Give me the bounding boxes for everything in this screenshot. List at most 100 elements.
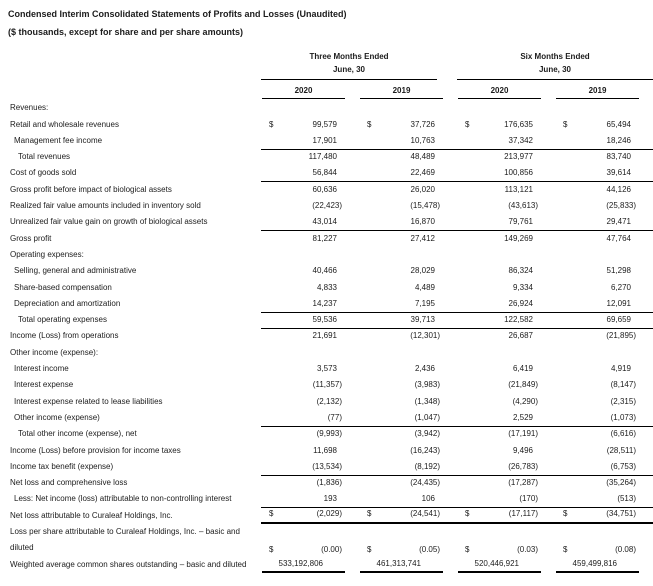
table-row: Total operating expenses 59,536 39,713 122,…	[0, 311, 653, 328]
currency-symbol: $	[367, 508, 372, 518]
cell-value: (1,836)	[316, 478, 342, 488]
value-cell: $ (0.03)	[457, 524, 555, 559]
value-cell: (1,073)	[555, 410, 653, 426]
value-cell: (6,616)	[555, 425, 653, 442]
row-label: Operating expenses:	[10, 249, 84, 259]
value-cell: $ (0.00)	[261, 524, 359, 559]
currency-symbol: $	[367, 119, 372, 129]
value-cell: 4,833	[261, 279, 359, 295]
value-cell	[261, 247, 359, 263]
table-body: Revenues: Retail and wholesale revenues $9…	[0, 100, 653, 573]
cell-value: 11,698	[313, 445, 337, 455]
currency-symbol: $	[465, 545, 470, 555]
row-label: Unrealized fair value gain on growth of …	[10, 217, 208, 227]
value-cell: (25,833)	[555, 198, 653, 214]
value-cell: (77)	[261, 410, 359, 426]
value-cell: 520,446,921	[457, 556, 555, 573]
value-cell	[555, 344, 653, 360]
cell-value: 2,529	[512, 412, 533, 422]
value-cell	[457, 344, 555, 360]
value-cell: (6,753)	[555, 459, 653, 475]
cell-value: (170)	[519, 494, 538, 504]
value-cell: (8,192)	[359, 459, 457, 475]
currency-symbol: $	[563, 119, 568, 129]
row-label: Total revenues	[18, 152, 71, 162]
cell-value: 21,691	[312, 331, 337, 341]
value-cell: (15,478)	[359, 198, 457, 214]
cell-value: 9,334	[512, 282, 533, 292]
value-cell: (17,191)	[457, 425, 555, 442]
col-group-subtitle: June, 30	[332, 65, 365, 74]
cell-value: (34,751)	[606, 508, 636, 518]
value-cell: 79,761	[457, 214, 555, 230]
value-cell: (170)	[457, 491, 555, 507]
cell-value: 10,763	[410, 135, 435, 145]
value-cell: 27,412	[359, 230, 457, 246]
value-cell: (1,348)	[359, 393, 457, 409]
row-label: Total operating expenses	[18, 315, 107, 325]
cell-value: 6,419	[512, 364, 533, 374]
table-row: Income tax benefit (expense) (13,534) (8,1…	[0, 459, 653, 475]
value-cell: $37,726	[359, 116, 457, 132]
value-cell: (28,511)	[555, 442, 653, 458]
cell-value: 17,901	[312, 135, 337, 145]
cell-value: 86,324	[508, 266, 533, 276]
value-cell: 213,977	[457, 148, 555, 165]
value-cell: 40,466	[261, 263, 359, 279]
cell-value: (25,833)	[606, 201, 636, 211]
value-cell	[359, 100, 457, 116]
cell-value: 533,192,806	[278, 558, 324, 568]
cell-value: 461,313,741	[376, 558, 422, 568]
cell-value: (13,534)	[312, 461, 342, 471]
cell-value: 16,870	[410, 217, 435, 227]
cell-value: 18,246	[606, 135, 631, 145]
row-label: Realized fair value amounts included in …	[10, 201, 201, 211]
row-label: Selling, general and administrative	[14, 266, 137, 276]
value-cell: (4,290)	[457, 393, 555, 409]
value-cell: 48,489	[359, 148, 457, 165]
value-cell: 193	[261, 491, 359, 507]
cell-value: 2,436	[414, 364, 435, 374]
table-row: Revenues:	[0, 100, 653, 116]
cell-value: (11,357)	[312, 380, 342, 390]
cell-value: (77)	[327, 412, 342, 422]
table-row: Weighted average common shares outstandi…	[0, 556, 653, 573]
cell-value: 83,740	[606, 152, 631, 162]
value-cell: $99,579	[261, 116, 359, 132]
value-cell: $65,494	[555, 116, 653, 132]
value-cell	[261, 344, 359, 360]
cell-value: 37,726	[410, 119, 435, 129]
row-label: Loss per share attributable to Curaleaf …	[10, 526, 240, 553]
cell-value: 65,494	[606, 119, 631, 129]
cell-value: 37,342	[508, 135, 533, 145]
value-cell: 18,246	[555, 133, 653, 149]
cell-value: 100,856	[504, 168, 533, 178]
value-cell: 39,614	[555, 165, 653, 181]
value-cell: 122,582	[457, 311, 555, 328]
value-cell: 2,436	[359, 361, 457, 377]
col-group-subtitle: June, 30	[538, 65, 571, 74]
cell-value: 28,029	[410, 266, 435, 276]
value-cell: 14,237	[261, 296, 359, 312]
value-cell: 22,469	[359, 165, 457, 181]
value-cell: 2,529	[457, 410, 555, 426]
table-row: Income (Loss) from operations 21,691 (12,3…	[0, 328, 653, 344]
col-group-six-months: Six Months Ended June, 30	[457, 50, 653, 80]
cell-value: (0.00)	[321, 545, 342, 555]
col-group-title: Three Months Ended	[309, 52, 389, 61]
value-cell: 10,763	[359, 133, 457, 149]
row-label: Other income (expense)	[14, 412, 100, 422]
value-cell: (21,849)	[457, 377, 555, 393]
value-cell: 11,698	[261, 442, 359, 458]
value-cell: (8,147)	[555, 377, 653, 393]
cell-value: (1,047)	[414, 412, 440, 422]
cell-value: 48,489	[410, 152, 435, 162]
cell-value: 6,270	[610, 282, 631, 292]
value-cell: 43,014	[261, 214, 359, 230]
value-cell: 21,691	[261, 328, 359, 344]
row-label: Revenues:	[10, 103, 49, 113]
value-cell: (16,243)	[359, 442, 457, 458]
row-label: Management fee income	[14, 135, 103, 145]
table-row: Retail and wholesale revenues $99,579 $37,…	[0, 116, 653, 132]
year-header: 2020	[458, 81, 541, 99]
